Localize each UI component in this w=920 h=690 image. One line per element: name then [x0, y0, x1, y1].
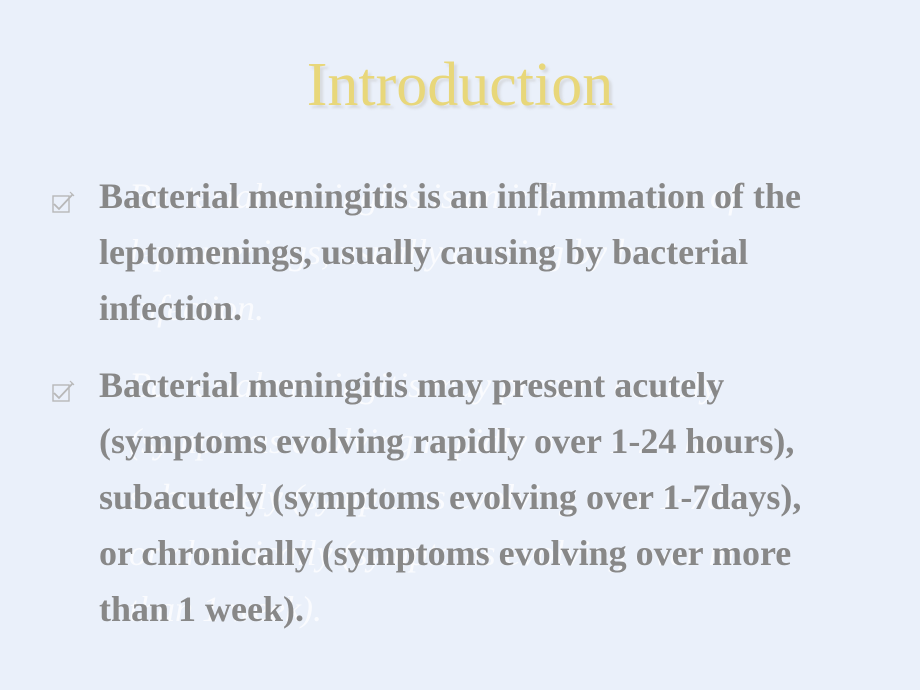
bullet-item-1: Bacterial meningitis is an inflammation … — [51, 169, 875, 336]
checkbox-pencil-icon — [51, 368, 75, 396]
slide-title: Introduction — [45, 50, 875, 121]
bullet-item-2: Bacterial meningitis may present acutely… — [51, 358, 875, 637]
main-text-2: Bacterial meningitis may present acutely… — [99, 358, 875, 637]
main-text-1: Bacterial meningitis is an inflammation … — [99, 169, 875, 336]
bullet-list: Bacterial meningitis is an inflammation … — [45, 169, 875, 637]
slide-container: Introduction Bacterial meningitis is an … — [0, 0, 920, 690]
bullet-text-1: Bacterial meningitis is an inflammation … — [99, 169, 875, 336]
checkbox-pencil-icon — [51, 179, 75, 207]
bullet-text-2: Bacterial meningitis may present acutely… — [99, 358, 875, 637]
